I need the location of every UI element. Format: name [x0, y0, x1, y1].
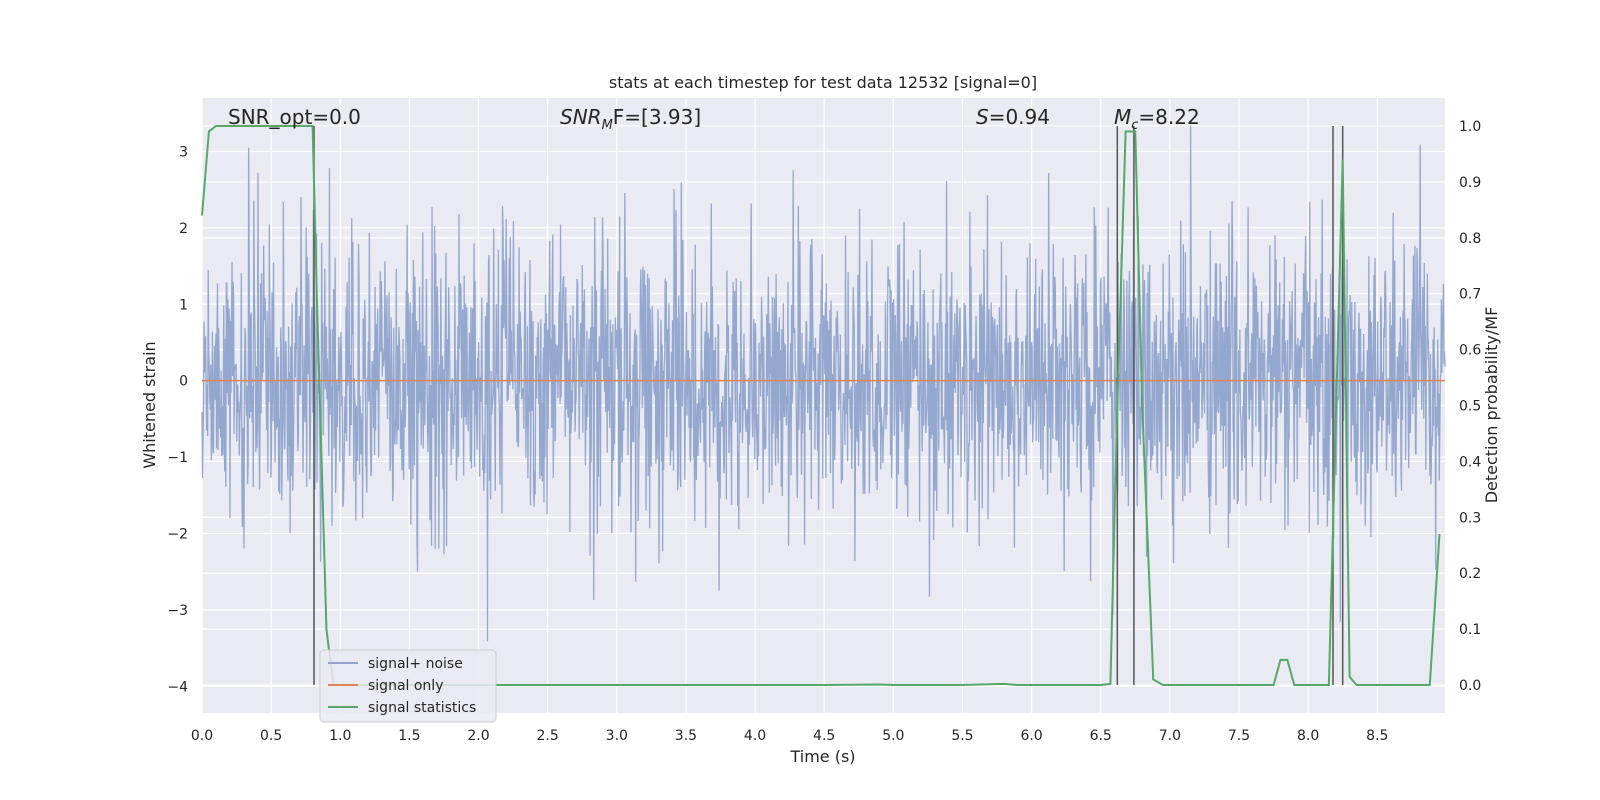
legend-label-signal-statistics: signal statistics — [368, 700, 476, 716]
annotation-s-rest: =0.94 — [989, 105, 1050, 129]
annotation-mc-sub: c — [1131, 118, 1138, 133]
annotation-mc-main: M — [1114, 105, 1131, 129]
x-tick-label: 0.5 — [260, 728, 282, 744]
y2-tick-label: 0.5 — [1459, 399, 1481, 415]
line-signal-noise — [201, 125, 1446, 642]
y-tick-labels: 3 2 1 0 −1 −2 −3 −4 — [167, 144, 188, 695]
x-tick-labels: 0.0 0.5 1.0 1.5 2.0 2.5 3.0 3.5 4.0 4.5 5.0 5.5 6.0 6… — [191, 728, 1389, 744]
annotation-snr-opt: SNR_opt=0.0 — [228, 105, 361, 129]
y-tick-label: −4 — [167, 679, 188, 695]
y2-tick-label: 0.1 — [1459, 622, 1481, 638]
y2-tick-label: 0.6 — [1459, 343, 1481, 359]
x-tick-label: 5.5 — [951, 728, 973, 744]
y2-tick-labels: 1.0 0.9 0.8 0.7 0.6 0.5 0.4 0.3 0.2 0.1 0.0 — [1459, 119, 1481, 694]
x-tick-label: 7.5 — [1228, 728, 1250, 744]
annotation-snr-mf-rest: F=[3.93] — [613, 105, 701, 129]
x-axis-label: Time (s) — [789, 747, 855, 766]
y2-tick-label: 0.7 — [1459, 287, 1481, 303]
y2-tick-label: 0.0 — [1459, 678, 1481, 694]
y-tick-label: 3 — [179, 144, 188, 160]
annotation-s-main: S — [976, 105, 989, 129]
y-tick-label: −3 — [167, 603, 188, 619]
annotations: SNR_opt=0.0 SNRMF=[3.93] S=0.94 Mc=8.22 — [228, 105, 1200, 133]
x-tick-label: 2.5 — [537, 728, 559, 744]
x-tick-label: 3.0 — [606, 728, 628, 744]
x-tick-label: 2.0 — [467, 728, 489, 744]
y-axis-label: Whitened strain — [140, 341, 159, 468]
series-signal-statistics — [201, 124, 1441, 687]
annotation-mc-rest: =8.22 — [1138, 105, 1199, 129]
y-tick-label: −1 — [167, 450, 188, 466]
legend: signal+ noise signal only signal statist… — [319, 649, 497, 723]
x-tick-label: 8.0 — [1297, 728, 1319, 744]
y-tick-label: 1 — [179, 297, 188, 313]
x-tick-label: 4.0 — [744, 728, 766, 744]
annotation-mc: Mc=8.22 — [1114, 105, 1200, 133]
x-tick-label: 3.5 — [675, 728, 697, 744]
y2-tick-label: 0.3 — [1459, 510, 1481, 526]
annotation-s: S=0.94 — [976, 105, 1050, 129]
x-tick-label: 7.0 — [1159, 728, 1181, 744]
annotation-snr-mf-sub: M — [602, 118, 613, 133]
x-tick-label: 6.5 — [1090, 728, 1112, 744]
y-tick-label: 0 — [179, 374, 188, 390]
y2-axis-label: Detection probability/MF — [1482, 307, 1501, 504]
y-tick-label: 2 — [179, 221, 188, 237]
legend-label-signal-only: signal only — [368, 678, 443, 694]
series-signal-noise — [201, 125, 1446, 642]
annotation-snr-mf-main: SNR — [560, 105, 602, 129]
x-tick-label: 5.0 — [882, 728, 904, 744]
y2-tick-label: 0.4 — [1459, 454, 1481, 470]
x-tick-label: 0.0 — [191, 728, 213, 744]
line-signal-statistics — [201, 124, 1441, 687]
y2-tick-label: 1.0 — [1459, 119, 1481, 135]
y2-tick-label: 0.8 — [1459, 231, 1481, 247]
annotation-snr-mf: SNRMF=[3.93] — [560, 105, 701, 133]
legend-label-signal-noise: signal+ noise — [368, 656, 463, 672]
x-tick-label: 1.5 — [398, 728, 420, 744]
x-tick-label: 6.0 — [1020, 728, 1042, 744]
y2-tick-label: 0.9 — [1459, 175, 1481, 191]
y2-tick-label: 0.2 — [1459, 566, 1481, 582]
legend-box — [319, 649, 497, 723]
x-tick-label: 8.5 — [1366, 728, 1388, 744]
y-tick-label: −2 — [167, 526, 188, 542]
x-tick-label: 1.0 — [329, 728, 351, 744]
x-tick-label: 4.5 — [813, 728, 835, 744]
chart-title: stats at each timestep for test data 125… — [609, 73, 1037, 92]
